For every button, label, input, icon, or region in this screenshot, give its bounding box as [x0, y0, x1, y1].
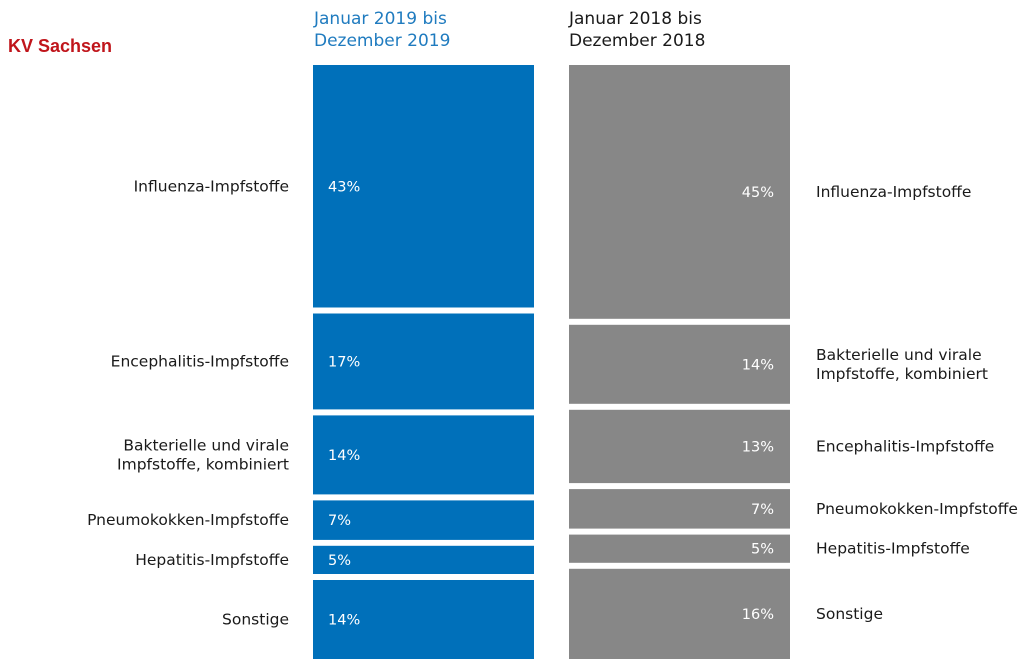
column-header-2019: Januar 2019 bis Dezember 2019	[314, 8, 450, 52]
bar-segment-s1-seg5	[569, 568, 790, 659]
column-header-2019-line-2: Dezember 2019	[314, 31, 451, 51]
category-label-s0-seg2-line1: Impfstoffe, kombiniert	[117, 455, 289, 473]
column-header-2019-line-1: Januar 2019 bis	[314, 9, 447, 29]
value-label-s1-seg4: 5%	[751, 542, 774, 558]
bar-segment-s0-seg0	[313, 65, 534, 308]
category-label-s0-seg4-line0: Hepatitis-Impfstoffe	[135, 551, 289, 569]
column-header-2018-line-2: Dezember 2018	[569, 31, 706, 51]
category-label-s1-seg3-line0: Pneumokokken-Impfstoffe	[816, 500, 1018, 518]
column-header-2018-line-1: Januar 2018 bis	[569, 9, 702, 29]
bar-segment-s0-seg3	[313, 500, 534, 540]
bar-segment-s1-seg0	[569, 65, 790, 319]
value-label-s0-seg2: 14%	[328, 448, 360, 464]
value-label-s1-seg5: 16%	[742, 607, 774, 623]
category-label-s0-seg5-line0: Sonstige	[222, 611, 289, 629]
bar-segment-s0-seg4	[313, 545, 534, 574]
value-label-s1-seg2: 13%	[742, 439, 774, 455]
category-label-s1-seg2-line0: Encephalitis-Impfstoffe	[816, 437, 994, 455]
bar-segment-s1-seg2	[569, 409, 790, 484]
value-label-s0-seg5: 14%	[328, 613, 360, 629]
category-label-s1-seg5-line0: Sonstige	[816, 605, 883, 623]
value-label-s0-seg1: 17%	[328, 355, 360, 371]
column-header-2018: Januar 2018 bis Dezember 2018	[569, 8, 705, 52]
value-label-s0-seg4: 5%	[328, 553, 351, 569]
bar-segment-s0-seg1	[313, 313, 534, 410]
bar-segment-s1-seg1	[569, 324, 790, 404]
category-label-s0-seg3-line0: Pneumokokken-Impfstoffe	[87, 511, 289, 529]
value-label-s1-seg1: 14%	[742, 357, 774, 373]
value-label-s1-seg0: 45%	[742, 185, 774, 201]
category-label-s0-seg0-line0: Influenza-Impfstoffe	[134, 177, 289, 195]
value-label-s0-seg0: 43%	[328, 179, 360, 195]
bar-segment-s1-seg4	[569, 534, 790, 563]
bar-segment-s1-seg3	[569, 489, 790, 529]
region-title: KV Sachsen	[8, 36, 113, 56]
bar-segment-s0-seg5	[313, 580, 534, 659]
category-label-s1-seg0-line0: Influenza-Impfstoffe	[816, 183, 971, 201]
category-label-s0-seg2-line0: Bakterielle und virale	[123, 436, 289, 454]
value-label-s0-seg3: 7%	[328, 513, 351, 529]
bar-segment-s0-seg2	[313, 415, 534, 495]
value-label-s1-seg3: 7%	[751, 502, 774, 518]
category-label-s1-seg1-line1: Impfstoffe, kombiniert	[816, 365, 988, 383]
category-label-s1-seg1-line0: Bakterielle und virale	[816, 346, 982, 364]
category-label-s0-seg1-line0: Encephalitis-Impfstoffe	[111, 353, 289, 371]
category-label-s1-seg4-line0: Hepatitis-Impfstoffe	[816, 540, 970, 558]
